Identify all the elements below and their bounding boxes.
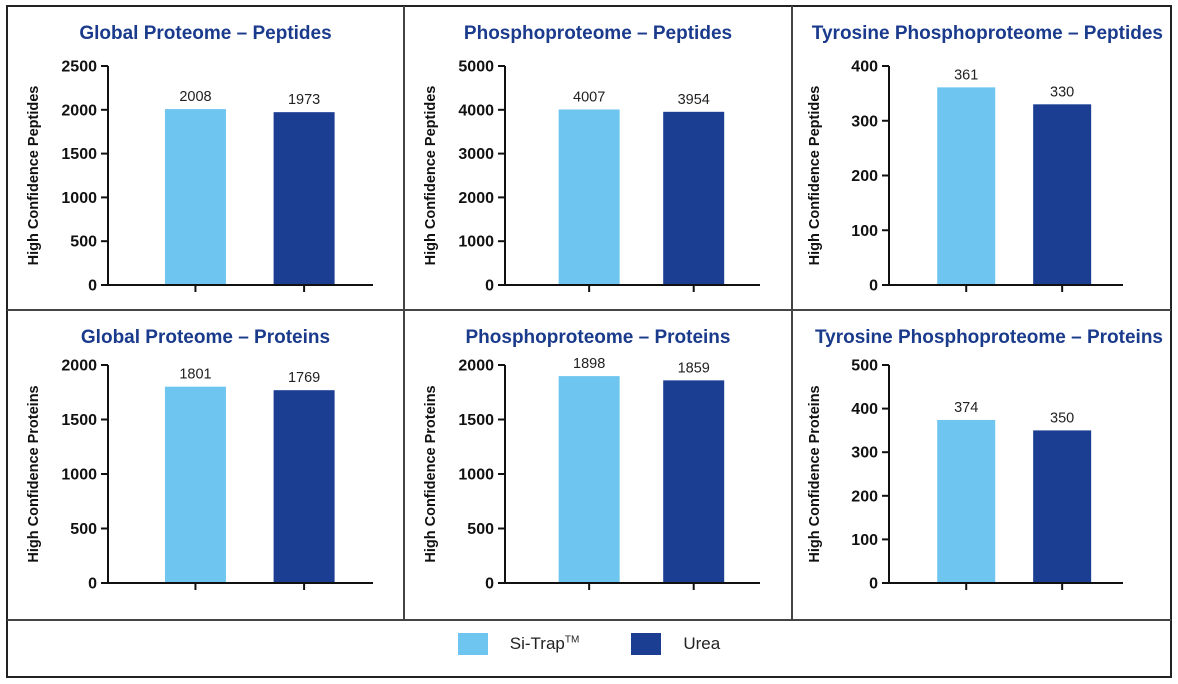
- y-tick-label: 1000: [61, 190, 97, 207]
- chart-panel-phospho-peptides: Phosphoproteome – Peptides High Confiden…: [405, 7, 791, 309]
- y-tick-label: 2000: [458, 358, 494, 375]
- y-tick-label: 2500: [61, 59, 97, 76]
- chart-svg: High Confidence Proteins 374 350 0 100 200 300…: [807, 358, 1123, 593]
- legend-item-si-trap: Si-TrapTM: [457, 633, 580, 655]
- chart-title: Tyrosine Phosphoproteome – Proteins: [814, 327, 1163, 348]
- data-label: 350: [1050, 410, 1074, 426]
- chart-panel-tyrosine-peptides: Tyrosine Phosphoproteome – Peptides High…: [793, 7, 1171, 309]
- y-tick-label: 3000: [458, 146, 494, 163]
- y-tick-label: 300: [851, 445, 878, 462]
- data-label: 1801: [179, 367, 211, 383]
- chart-panel-phospho-proteins: Phosphoproteome – Proteins High Confiden…: [405, 311, 791, 619]
- legend-label-si-trap: Si-TrapTM: [509, 634, 580, 653]
- y-tick-label: 0: [869, 576, 878, 593]
- chart-svg: High Confidence Proteins 1898 1859 0 500 1000…: [423, 356, 760, 593]
- y-tick-label: 1500: [61, 412, 97, 429]
- data-label: 330: [1050, 84, 1074, 100]
- bar-si-trap: [937, 87, 996, 285]
- legend: Si-TrapTM Urea: [0, 633, 1178, 655]
- y-tick-label: 4000: [458, 102, 494, 119]
- chart-title: Phosphoproteome – Peptides: [463, 23, 733, 44]
- chart-svg: High Confidence Peptides 361 330 0 100 200 300…: [807, 59, 1123, 295]
- y-tick-label: 1000: [61, 467, 97, 484]
- y-tick-label: 500: [70, 521, 97, 538]
- chart-panel-global-peptides: Global Proteome – Peptides High Confiden…: [8, 7, 403, 309]
- chart-svg: High Confidence Proteins 1801 1769 0 500 1000…: [26, 358, 373, 593]
- y-tick-label: 1500: [61, 146, 97, 163]
- chart-panel-global-proteins: Global Proteome – Proteins High Confiden…: [8, 311, 403, 619]
- legend-swatch-si-trap: [457, 633, 488, 655]
- chart-title: Tyrosine Phosphoproteome – Peptides: [811, 23, 1163, 44]
- y-tick-label: 100: [851, 223, 878, 240]
- y-tick-label: 2000: [458, 190, 494, 207]
- data-label: 3954: [678, 92, 710, 108]
- legend-label-urea: Urea: [683, 634, 721, 653]
- bar-urea: [1033, 430, 1092, 583]
- data-label: 1859: [678, 360, 710, 376]
- y-tick-label: 500: [851, 358, 878, 375]
- data-label: 4007: [573, 89, 605, 105]
- y-tick-label: 0: [485, 576, 494, 593]
- y-axis-label: High Confidence Proteins: [423, 385, 439, 562]
- y-tick-label: 1000: [458, 234, 494, 251]
- y-tick-label: 300: [851, 113, 878, 130]
- y-tick-label: 500: [70, 234, 97, 251]
- data-label: 1898: [573, 356, 605, 372]
- chart-panel-tyrosine-proteins: Tyrosine Phosphoproteome – Proteins High…: [793, 311, 1171, 619]
- bar-si-trap: [164, 109, 226, 285]
- bar-si-trap: [558, 109, 620, 285]
- chart-svg: High Confidence Peptides 4007 3954 0 1000 200…: [423, 59, 760, 295]
- y-tick-label: 400: [851, 401, 878, 418]
- bar-urea: [273, 390, 335, 583]
- data-label: 1973: [288, 92, 320, 108]
- y-tick-label: 0: [485, 278, 494, 295]
- y-tick-label: 2000: [61, 102, 97, 119]
- trademark-mark: TM: [564, 634, 580, 646]
- divider-horizontal-2: [7, 619, 1171, 621]
- y-tick-label: 1000: [458, 467, 494, 484]
- y-tick-label: 200: [851, 168, 878, 185]
- bar-urea: [1033, 104, 1092, 285]
- legend-item-urea: Urea: [631, 633, 720, 655]
- y-tick-label: 200: [851, 488, 878, 505]
- chart-title: Global Proteome – Peptides: [79, 23, 332, 44]
- y-tick-label: 0: [88, 576, 97, 593]
- bar-urea: [663, 380, 725, 583]
- divider-vertical-1: [403, 6, 405, 620]
- y-tick-label: 0: [88, 278, 97, 295]
- y-tick-label: 0: [869, 278, 878, 295]
- y-axis-label: High Confidence Proteins: [26, 385, 42, 562]
- y-tick-label: 2000: [61, 358, 97, 375]
- chart-title: Global Proteome – Proteins: [80, 327, 331, 348]
- data-label: 361: [954, 67, 978, 83]
- legend-swatch-urea: [631, 633, 662, 655]
- divider-horizontal-1: [7, 309, 1171, 311]
- bar-si-trap: [558, 376, 620, 583]
- divider-vertical-2: [791, 6, 793, 620]
- data-label: 2008: [179, 89, 211, 105]
- chart-svg: High Confidence Peptides 2008 1973 0 500 1000…: [26, 59, 373, 295]
- y-tick-label: 100: [851, 532, 878, 549]
- y-axis-label: High Confidence Proteins: [807, 385, 823, 562]
- y-axis-label: High Confidence Peptides: [807, 86, 823, 266]
- data-label: 374: [954, 400, 978, 416]
- chart-title: Phosphoproteome – Proteins: [465, 327, 731, 348]
- y-tick-label: 1500: [458, 412, 494, 429]
- y-axis-label: High Confidence Peptides: [26, 86, 42, 266]
- y-tick-label: 500: [467, 521, 494, 538]
- y-tick-label: 400: [851, 59, 878, 76]
- y-axis-label: High Confidence Peptides: [423, 86, 439, 266]
- bar-si-trap: [937, 419, 996, 583]
- bar-urea: [663, 111, 725, 286]
- data-label: 1769: [288, 370, 320, 386]
- y-tick-label: 5000: [458, 59, 494, 76]
- bar-si-trap: [164, 386, 226, 583]
- bar-urea: [273, 112, 335, 286]
